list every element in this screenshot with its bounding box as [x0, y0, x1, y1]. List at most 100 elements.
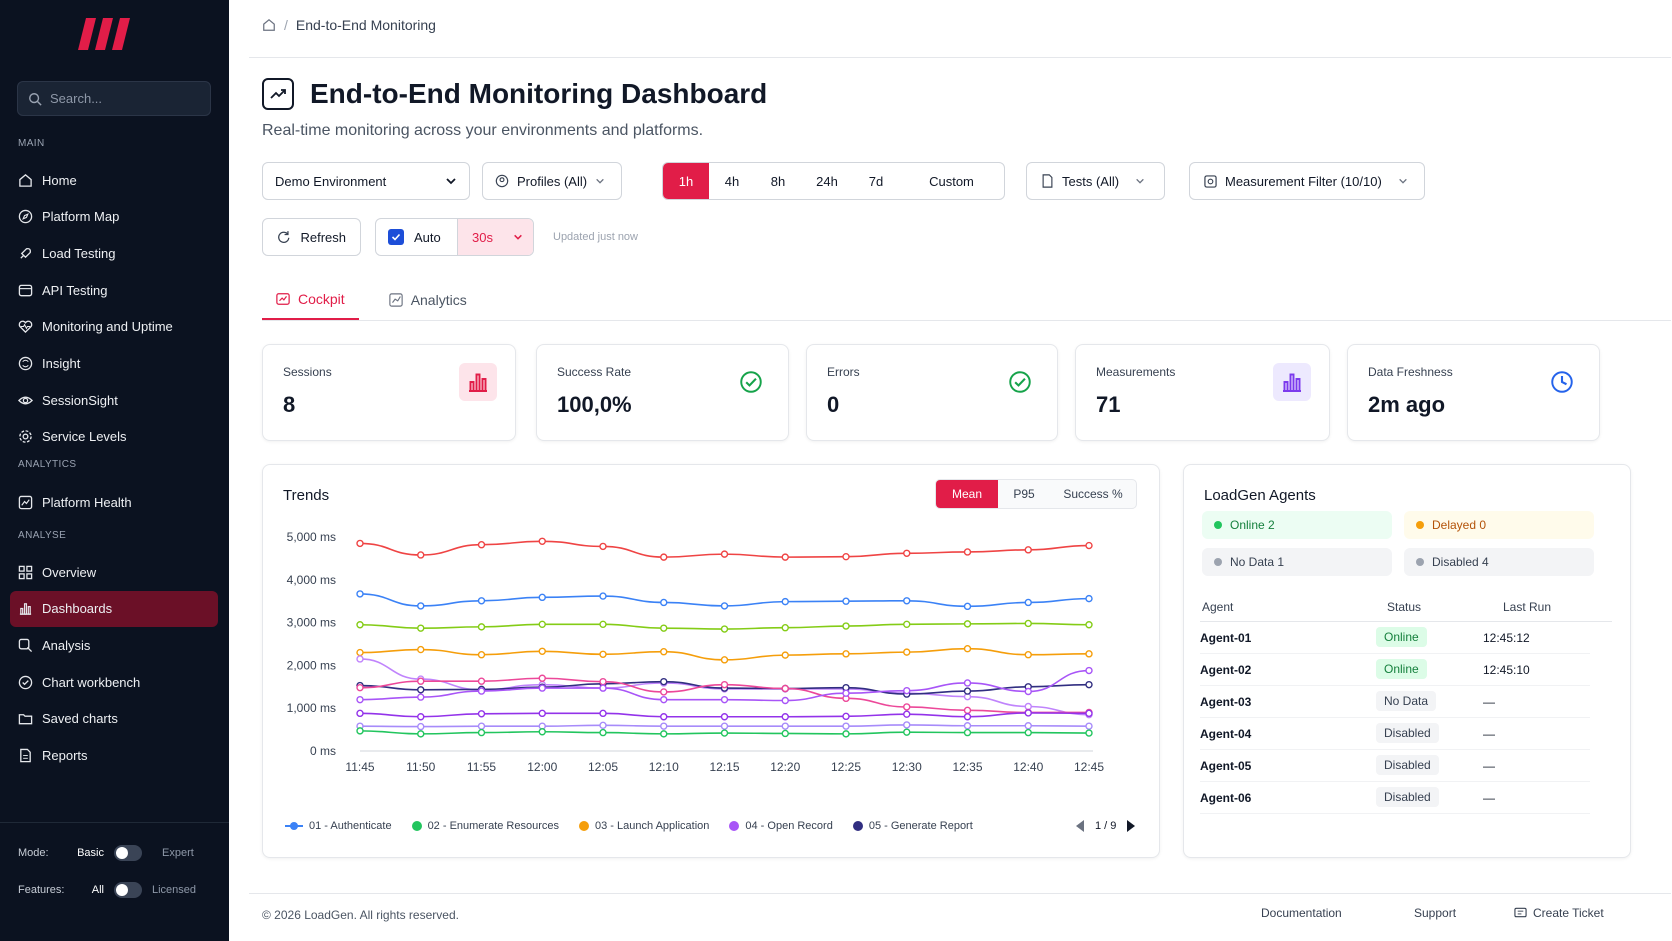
sidebar-search[interactable]	[17, 81, 211, 116]
heartbeat-icon	[18, 320, 33, 334]
measurement-filter-dropdown[interactable]: Measurement Filter (10/10)	[1189, 162, 1425, 200]
sidebar-item-monitoring-and-uptime[interactable]: Monitoring and Uptime	[10, 309, 218, 345]
folder-icon	[18, 714, 33, 725]
features-toggle[interactable]	[114, 882, 142, 898]
range-custom[interactable]: Custom	[929, 173, 974, 189]
status-dot	[1214, 558, 1222, 566]
next-page-icon[interactable]	[1126, 819, 1136, 833]
data-point	[660, 598, 668, 607]
legend-item[interactable]: 05 - Generate Report	[852, 820, 973, 832]
last-run: —	[1483, 727, 1495, 741]
interval-select[interactable]: 30s	[458, 219, 533, 255]
legend-item[interactable]: 02 - Enumerate Resources	[411, 820, 559, 832]
agent-summary-pill[interactable]: No Data 1	[1202, 548, 1392, 576]
section-analyse: ANALYSE	[18, 530, 67, 541]
sidebar-item-platform-map[interactable]: Platform Map	[10, 199, 218, 235]
col-status: Status	[1387, 600, 1422, 614]
sidebar-item-home[interactable]: Home	[10, 162, 218, 198]
tab-cockpit[interactable]: Cockpit	[262, 280, 359, 320]
table-row[interactable]: Agent-06 Disabled —	[1200, 782, 1590, 814]
data-point	[963, 687, 972, 695]
bar-chart-icon	[469, 373, 487, 393]
sidebar-item-sessionsight[interactable]: SessionSight	[10, 382, 218, 418]
auto-checkbox[interactable]: Auto	[376, 219, 458, 255]
documentation-link[interactable]: Documentation	[1261, 906, 1342, 920]
x-tick-label: 11:45	[345, 760, 374, 774]
section-main: MAIN	[18, 138, 45, 149]
mode-mean[interactable]: Mean	[936, 480, 998, 508]
sidebar-item-chart-workbench[interactable]: Chart workbench	[10, 664, 218, 700]
table-row[interactable]: Agent-01 Online 12:45:12	[1200, 622, 1590, 654]
table-row[interactable]: Agent-03 No Data —	[1200, 686, 1590, 718]
legend-item[interactable]: 04 - Open Record	[729, 820, 833, 832]
search-input[interactable]	[50, 91, 190, 106]
tests-dropdown[interactable]: Tests (All)	[1026, 162, 1165, 200]
brain-icon	[18, 356, 33, 371]
data-point	[842, 597, 850, 605]
data-point	[903, 620, 911, 629]
refresh-button[interactable]: Refresh	[262, 218, 361, 256]
sidebar-item-analysis[interactable]: Analysis	[10, 627, 218, 663]
data-point	[660, 695, 668, 704]
home-icon[interactable]	[262, 18, 276, 32]
data-point	[538, 684, 546, 692]
kpi-value: 100,0%	[557, 392, 632, 417]
support-link[interactable]: Support	[1414, 906, 1456, 920]
table-row[interactable]: Agent-05 Disabled —	[1200, 750, 1590, 782]
status-badge: No Data	[1376, 691, 1437, 711]
agent-summary-pill[interactable]: Online 2	[1202, 511, 1392, 539]
prev-page-icon[interactable]	[1075, 819, 1085, 833]
agent-summary-pill[interactable]: Disabled 4	[1404, 548, 1594, 576]
range-4h[interactable]: 4h	[724, 173, 740, 189]
sidebar-item-service-levels[interactable]: Service Levels	[10, 419, 218, 455]
data-point	[538, 620, 546, 629]
mode-toggle[interactable]	[114, 845, 142, 861]
x-tick-label: 12:35	[952, 760, 982, 774]
agent-name: Agent-06	[1200, 791, 1252, 805]
sidebar-item-platform-health[interactable]: Platform Health	[10, 484, 218, 520]
data-point	[720, 656, 729, 664]
range-24h[interactable]: 24h	[816, 173, 838, 189]
status-badge: Online	[1376, 659, 1427, 679]
environment-select[interactable]: Demo Environment	[262, 162, 470, 200]
data-point	[781, 553, 789, 561]
legend-item[interactable]: 03 - Launch Application	[579, 820, 709, 832]
data-point	[1024, 702, 1032, 711]
table-header-divider	[1200, 621, 1612, 622]
sidebar-item-reports[interactable]: Reports	[10, 738, 218, 774]
sidebar-item-overview[interactable]: Overview	[10, 554, 218, 590]
kpi-label: Sessions	[283, 365, 332, 379]
data-point	[599, 620, 607, 629]
chart-check-icon	[18, 675, 33, 689]
table-row[interactable]: Agent-04 Disabled —	[1200, 718, 1590, 750]
range-8h[interactable]: 8h	[770, 173, 786, 189]
data-point	[417, 713, 425, 721]
mode-success[interactable]: Success %	[1063, 487, 1123, 501]
sidebar-item-api-testing[interactable]: API Testing	[10, 272, 218, 308]
sidebar-item-label: Overview	[42, 564, 97, 580]
range-1h[interactable]: 1h	[663, 163, 709, 199]
chevron-down-icon	[1136, 178, 1144, 184]
legend-item[interactable]: 01 - Authenticate	[285, 820, 392, 832]
table-row[interactable]: Agent-02 Online 12:45:10	[1200, 654, 1590, 686]
sidebar-item-label: Chart workbench	[42, 674, 141, 690]
agent-summary-pill[interactable]: Delayed 0	[1404, 511, 1594, 539]
agent-name: Agent-02	[1200, 663, 1252, 677]
range-7d[interactable]: 7d	[868, 173, 884, 189]
tab-analytics[interactable]: Analytics	[375, 280, 481, 320]
mode-p95[interactable]: P95	[1013, 487, 1035, 501]
sidebar-item-load-testing[interactable]: Load Testing	[10, 235, 218, 271]
brand-logo[interactable]	[78, 18, 130, 55]
trends-chart[interactable]: 0 ms 1,000 ms 2,000 ms 3,000 ms 4,000 ms 5,00…	[263, 515, 1143, 805]
sidebar-item-dashboards[interactable]: Dashboards	[10, 590, 218, 627]
x-tick-label: 12:30	[892, 760, 922, 774]
data-point	[842, 650, 850, 658]
kpi-value: 8	[283, 392, 296, 417]
sidebar-item-insight[interactable]: Insight	[10, 346, 218, 382]
sidebar-item-saved-charts[interactable]: Saved charts	[10, 701, 218, 737]
support-label: Support	[1414, 906, 1457, 920]
gear-icon	[19, 430, 32, 444]
create-ticket-link[interactable]: Create Ticket	[1514, 906, 1604, 920]
profiles-dropdown[interactable]: Profiles (All)	[482, 162, 622, 200]
data-point	[477, 677, 486, 685]
